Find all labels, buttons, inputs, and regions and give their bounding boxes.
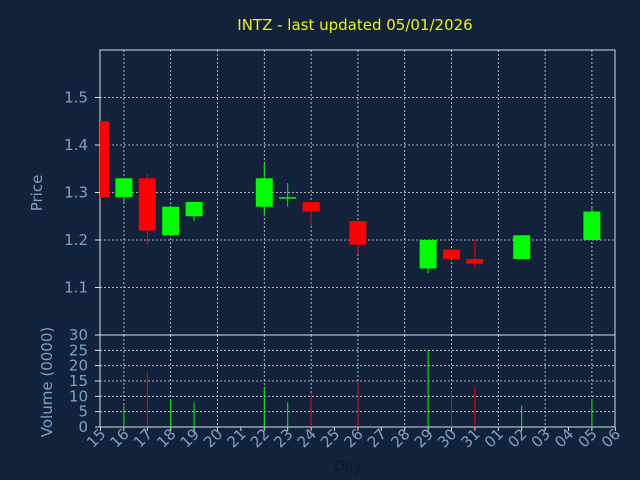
volume-axis-label: Volume (0000) [38, 327, 56, 437]
x-tick-label: 22 [247, 425, 273, 451]
price-tick-label: 1.3 [64, 184, 88, 202]
candle-body [583, 211, 601, 240]
candle-body [466, 259, 484, 264]
candle-body [100, 121, 109, 198]
candle-body [115, 178, 133, 198]
volume-tick-label: 5 [78, 403, 88, 421]
x-tick-label: 03 [528, 425, 554, 451]
price-axis-label: Price [28, 175, 46, 212]
x-tick-label: 18 [153, 425, 179, 451]
x-tick-label: 01 [481, 425, 507, 451]
chart-title: INTZ - last updated 05/01/2026 [237, 16, 472, 34]
x-tick-label: 27 [364, 425, 390, 451]
candle-body [185, 202, 203, 217]
volume-tick-label: 30 [69, 326, 88, 344]
x-tick-label: 16 [106, 425, 132, 451]
candle-body [302, 202, 320, 212]
candle-body [138, 178, 156, 231]
x-tick-label: 24 [294, 425, 320, 451]
price-tick-label: 1.4 [64, 136, 88, 154]
volume-tick-label: 0 [78, 418, 88, 436]
x-tick-label: 02 [504, 425, 530, 451]
volume-tick-label: 25 [69, 341, 88, 359]
x-tick-label: 31 [457, 425, 483, 451]
x-tick-label: 05 [574, 425, 600, 451]
x-tick-label: 23 [270, 425, 296, 451]
candle-body [513, 235, 531, 259]
volume-tick-label: 15 [69, 372, 88, 390]
price-tick-label: 1.5 [64, 89, 88, 107]
x-tick-label: 26 [340, 425, 366, 451]
price-tick-label: 1.2 [64, 231, 88, 249]
x-tick-label: 21 [223, 425, 249, 451]
volume-tick-label: 20 [69, 357, 88, 375]
candle-body [443, 249, 460, 259]
candle-body [162, 206, 180, 236]
x-tick-label: 19 [177, 425, 203, 451]
x-tick-label: 17 [130, 425, 156, 451]
x-tick-label: 06 [598, 425, 624, 451]
price-panel: 1.1 1.2 1.3 1.4 1.5 Price [28, 49, 616, 336]
candle-body [419, 240, 437, 269]
x-tick-label: 20 [200, 425, 226, 451]
x-axis-label: Day [334, 459, 362, 475]
x-tick-label: 25 [317, 425, 343, 451]
candle-body [255, 178, 273, 207]
x-tick-label: 30 [434, 425, 460, 451]
volume-tick-label: 10 [69, 387, 88, 405]
candle-body [349, 221, 367, 245]
price-tick-label: 1.1 [64, 279, 88, 297]
x-tick-label: 28 [387, 425, 413, 451]
x-tick-label: 04 [551, 425, 577, 451]
x-tick-label: 29 [411, 425, 437, 451]
candle-body [279, 197, 297, 199]
